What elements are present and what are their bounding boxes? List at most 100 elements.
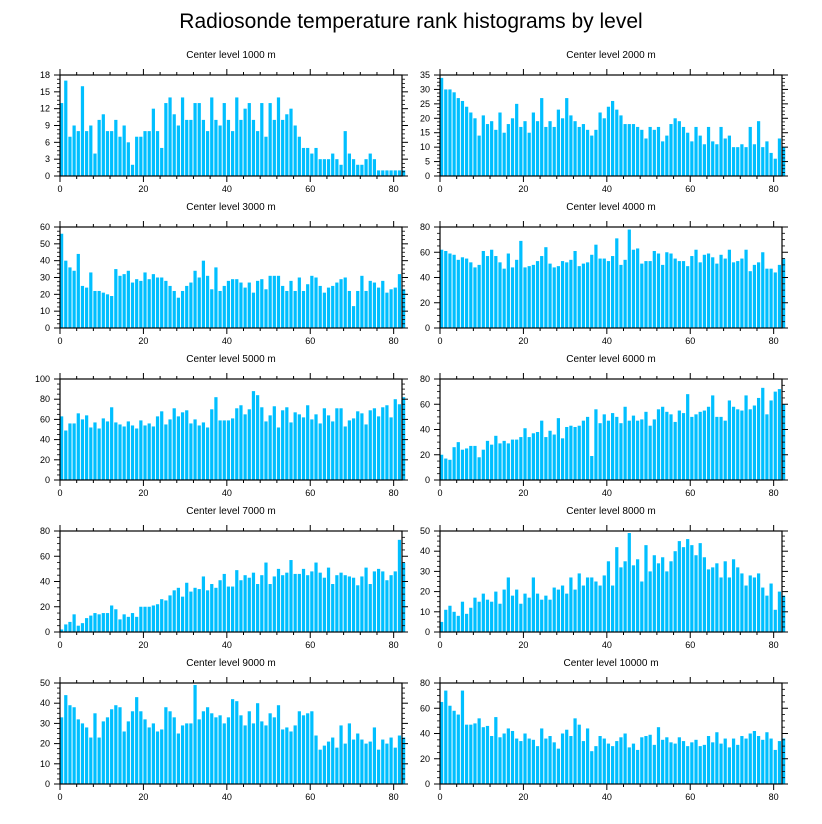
histogram-bar [527,266,531,328]
histogram-bar [306,405,310,480]
histogram-bar [560,261,565,328]
histogram-bar [690,256,694,328]
histogram-bar [523,428,527,480]
histogram-panel: 0 20 40 60 80 0 20 40 60 80 Center level 4000 m [420,202,788,346]
histogram-bar [93,422,97,480]
x-tick-label: 80 [769,488,779,498]
y-tick-label: 60 [40,414,50,424]
histogram-bar [147,279,151,328]
x-tick-label: 80 [389,792,399,802]
histogram-bar [93,613,97,632]
histogram-bar [231,131,235,176]
histogram-bar [715,732,719,784]
histogram-bar [698,543,702,632]
histogram-bar [640,419,644,480]
histogram-bar [85,131,89,176]
x-tick-label: 20 [138,184,148,194]
histogram-bar [573,426,577,480]
histogram-bar [498,443,502,480]
histogram-bar [376,170,381,176]
histogram-bar [397,539,402,632]
histogram-bar [485,256,490,328]
histogram-bar [293,290,297,328]
histogram-bar [235,701,239,784]
histogram-bar [681,547,686,632]
y-tick-label: 30 [420,566,430,576]
histogram-bar [569,259,573,328]
histogram-bar [130,425,135,480]
histogram-bar [281,410,285,480]
histogram-bar [581,741,586,784]
x-tick-label: 80 [769,792,779,802]
histogram-bar [465,613,469,632]
histogram-bar [360,164,364,176]
histogram-bar [322,577,326,632]
histogram-bar [510,730,515,784]
histogram-bar [644,545,648,632]
histogram-bar [686,394,690,480]
histogram-bar [690,742,694,784]
histogram-bar [222,723,226,784]
histogram-bar [393,170,397,176]
x-tick-label: 0 [57,184,62,194]
histogram-bar [719,126,723,176]
histogram-bar [126,616,130,632]
histogram-bar [247,282,251,328]
histogram-panel: 0 20 40 60 80 0 10 20 30 40 50 Center level 8000 m [420,506,788,650]
histogram-bar [197,719,201,784]
histogram-bar [339,164,343,176]
histogram-bar [272,275,276,328]
histogram-bar [606,743,611,784]
histogram-bar [510,439,515,480]
histogram-bar [590,751,594,784]
histogram-bar [226,586,231,632]
histogram-bar [527,132,531,176]
histogram-bar [440,249,444,328]
histogram-bar [397,735,402,784]
histogram-bar [727,747,731,784]
histogram-bar [364,424,368,480]
x-tick-label: 0 [437,640,442,650]
histogram-bar [661,557,665,632]
histogram-bar [189,591,193,632]
histogram-bar [64,430,68,480]
histogram-bar [498,262,502,328]
histogram-bar [285,572,289,632]
histogram-bar [535,121,540,176]
histogram-bar [702,144,706,176]
histogram-bar [548,121,552,176]
histogram-bar [777,591,782,632]
x-tick-label: 40 [602,640,612,650]
histogram-bar [731,559,736,632]
histogram-bar [615,416,619,481]
histogram-bar [189,282,193,328]
histogram-bar [648,126,652,176]
histogram-panel: 0 20 40 60 80 0 20 40 60 80 Center level 7000 m [40,506,408,650]
histogram-bar [376,749,381,784]
histogram-bar [164,103,168,176]
histogram-bar [594,581,598,632]
histogram-bar [506,124,510,176]
x-tick-label: 0 [57,488,62,498]
histogram-bar [552,742,556,784]
histogram-bar [281,729,285,784]
y-tick-label: 3 [45,154,50,164]
y-tick-label: 0 [45,475,50,485]
histogram-bar [297,573,301,632]
histogram-bar [444,458,448,480]
histogram-bar [97,290,101,328]
histogram-bar [306,575,310,632]
histogram-bar [364,290,368,328]
histogram-bar [314,562,318,632]
histogram-bar [243,575,247,632]
histogram-bar [276,568,281,633]
histogram-bar [677,410,681,480]
histogram-bar [590,577,594,632]
histogram-bar [594,409,598,480]
y-tick-label: 40 [420,425,430,435]
histogram-bar [677,737,681,784]
histogram-bar [272,119,276,176]
histogram-bar [727,135,731,176]
histogram-bar [314,147,318,176]
x-tick-label: 20 [138,640,148,650]
